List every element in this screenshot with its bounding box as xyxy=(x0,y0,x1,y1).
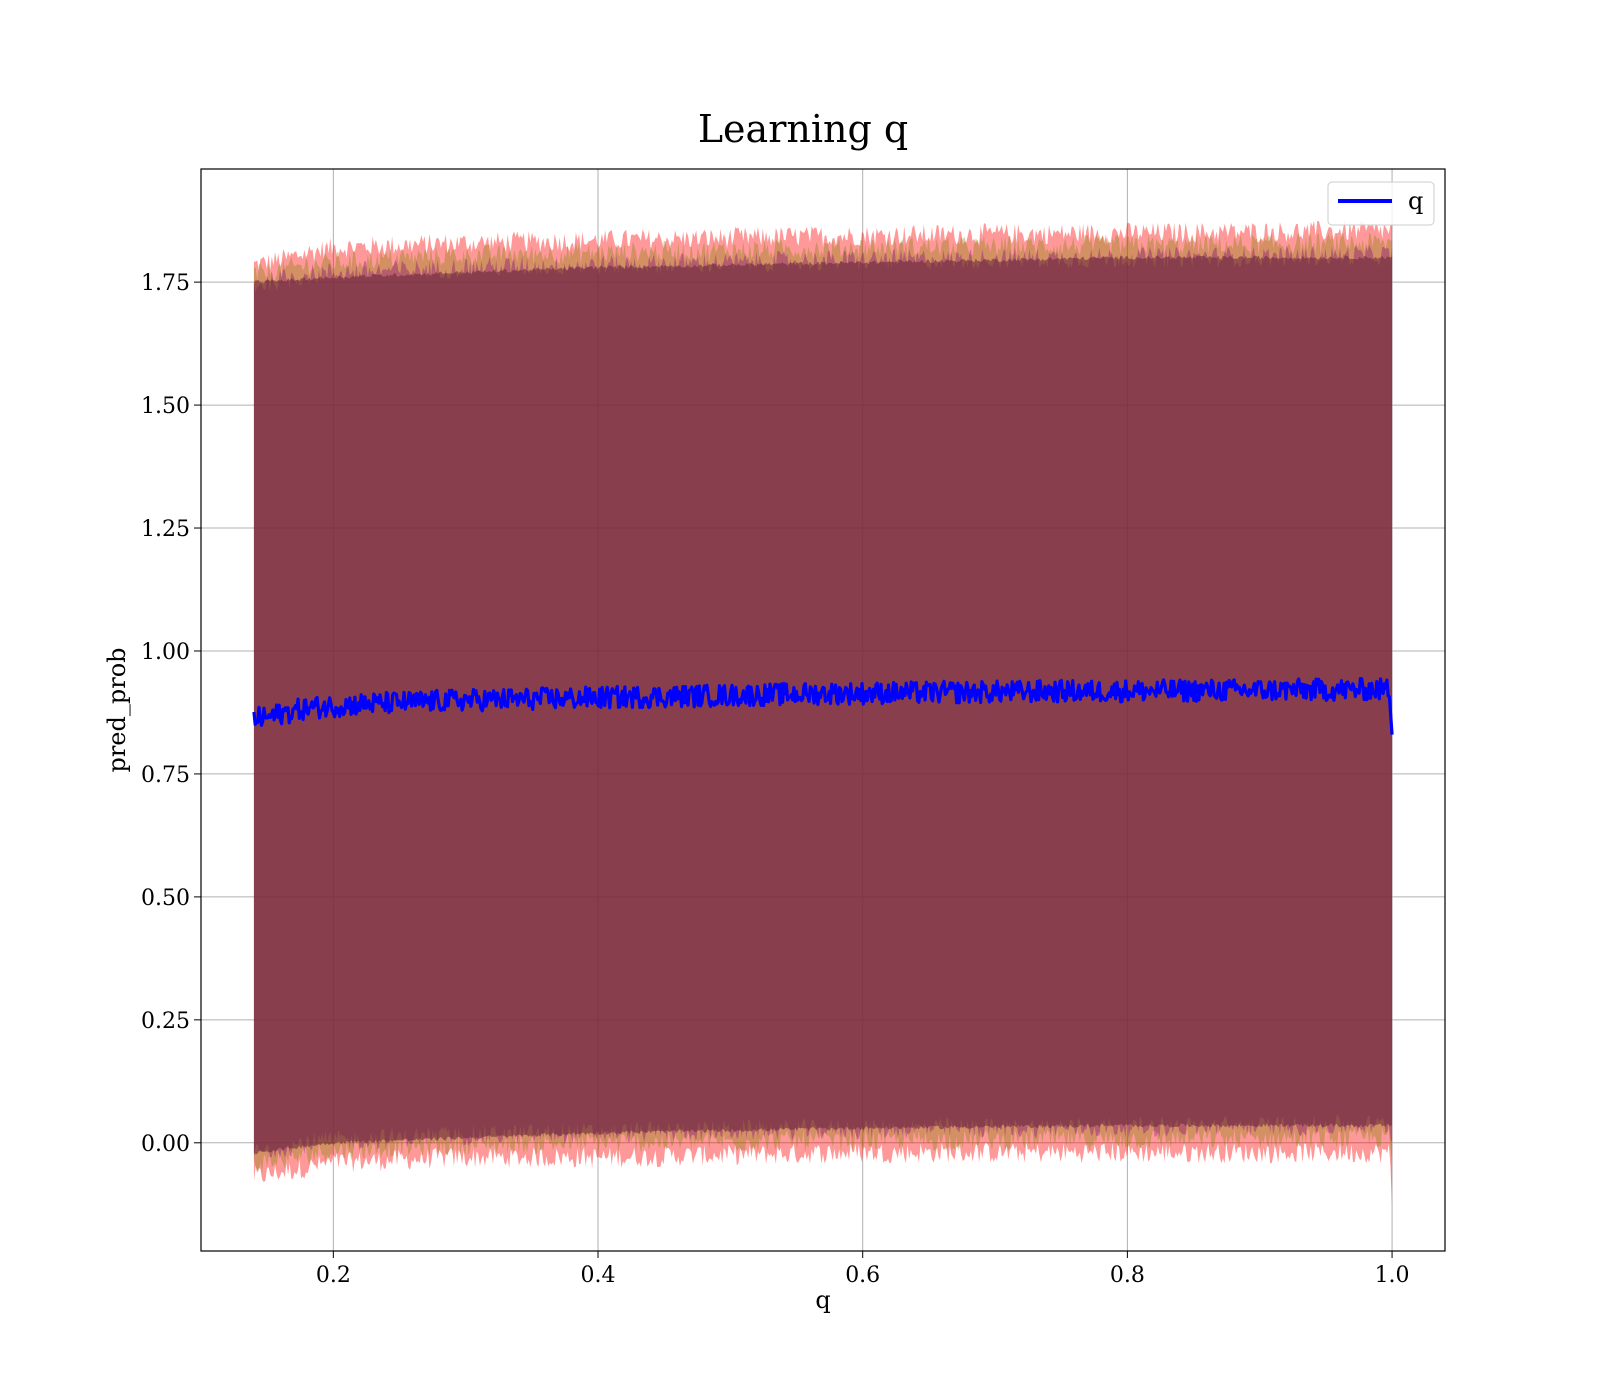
x-tick-label: 1.0 xyxy=(1375,1263,1410,1288)
legend-box xyxy=(1327,181,1435,226)
series-lines xyxy=(252,677,1394,735)
y-tick-label: 0.75 xyxy=(141,763,190,788)
y-tick-label: 1.25 xyxy=(141,517,190,542)
x-tick-label: 0.4 xyxy=(581,1263,616,1288)
x-tick-label: 0.2 xyxy=(316,1263,351,1288)
plot-frame xyxy=(200,168,1446,1252)
y-tick-label: 0.25 xyxy=(141,1009,190,1034)
legend-label-q: q xyxy=(1408,187,1423,215)
x-ticks: 0.2 0.4 0.6 0.8 1.0 xyxy=(316,1251,1410,1288)
uncertainty-bands xyxy=(253,219,1393,1207)
y-tick-label: 1.75 xyxy=(141,271,190,296)
x-tick-label: 0.6 xyxy=(845,1263,880,1288)
band-area xyxy=(253,255,1393,1155)
y-ticks: 0.00 0.25 0.50 0.75 1.00 1.25 1.50 1.75 xyxy=(141,271,201,1157)
x-tick-label: 0.8 xyxy=(1110,1263,1145,1288)
legend: q xyxy=(1327,181,1435,226)
x-axis-label: q xyxy=(815,1286,830,1314)
y-tick-label: 1.00 xyxy=(141,640,190,665)
y-axis-label: pred_prob xyxy=(103,647,131,772)
series-line-q xyxy=(252,677,1394,735)
y-tick-label: 1.50 xyxy=(141,394,190,419)
y-tick-label: 0.50 xyxy=(141,886,190,911)
y-tick-label: 0.00 xyxy=(141,1132,190,1157)
chart-title: Learning q xyxy=(698,107,908,151)
